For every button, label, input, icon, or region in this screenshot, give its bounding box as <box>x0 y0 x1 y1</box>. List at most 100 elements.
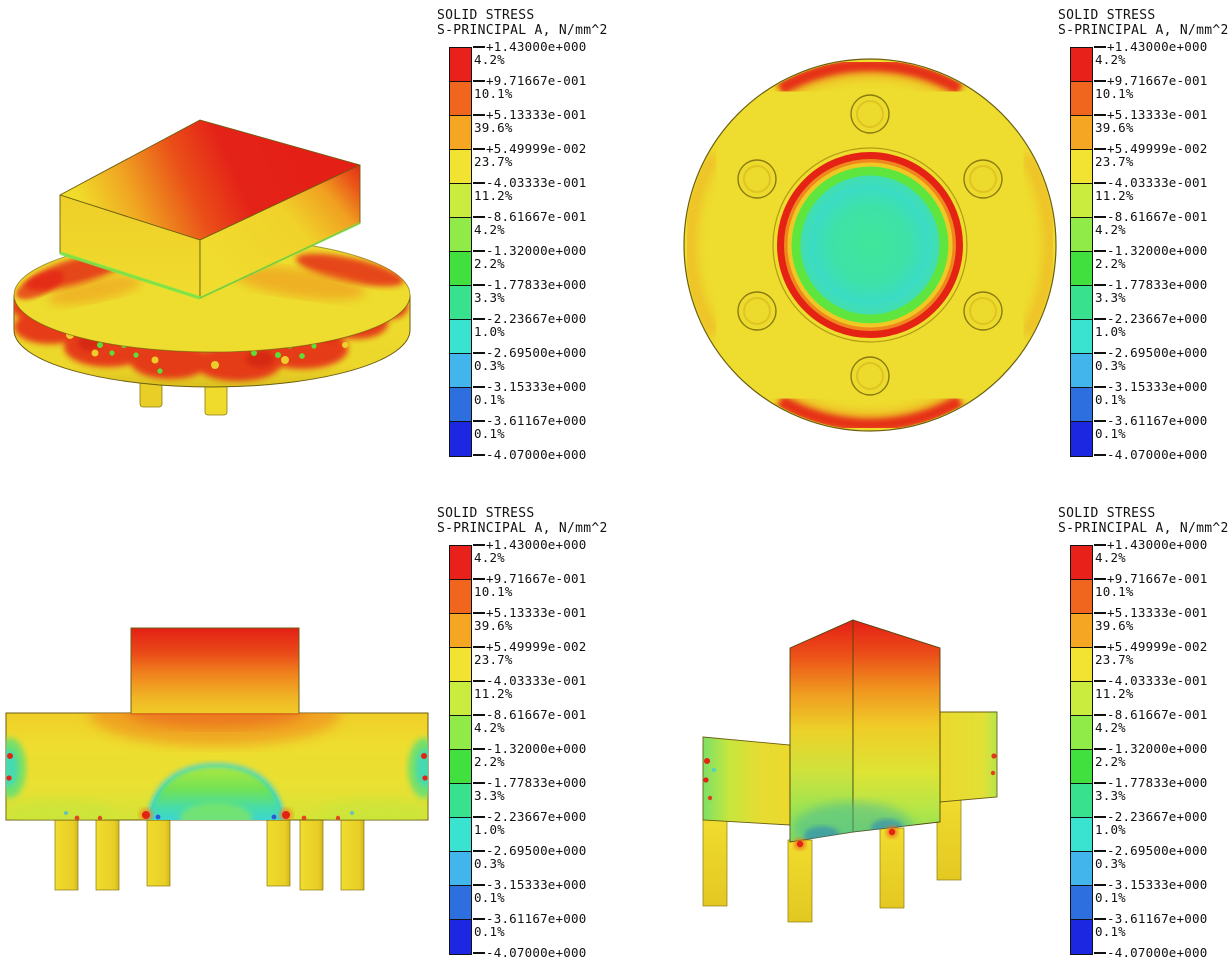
legend-boundary-value: -3.61167e+000 <box>486 911 587 926</box>
legend-band-3 <box>450 116 471 150</box>
legend-band-8 <box>1071 784 1092 818</box>
legend-boundary-value: +9.71667e-001 <box>486 571 587 586</box>
legend-band-6 <box>1071 716 1092 750</box>
legend-band-4 <box>1071 648 1092 682</box>
legend-tick <box>1094 182 1106 184</box>
legend-boundary-value: +1.43000e+000 <box>1107 39 1208 54</box>
legend-tick <box>473 782 485 784</box>
legend-band-percent: 4.2% <box>1095 52 1126 67</box>
side-legs <box>702 795 962 923</box>
legend-band-7 <box>450 252 471 286</box>
legend-tick <box>473 250 485 252</box>
legend-title-line2: S-PRINCIPAL A, N/mm^2 <box>1058 521 1228 536</box>
legend-band-percent: 1.0% <box>474 324 505 339</box>
legend-tick <box>1094 850 1106 852</box>
legend-band-4 <box>450 648 471 682</box>
legend-title-line2: S-PRINCIPAL A, N/mm^2 <box>1058 23 1228 38</box>
legend-tick <box>1094 114 1106 116</box>
legend-band-5 <box>1071 184 1092 218</box>
legend-band-percent: 4.2% <box>1095 720 1126 735</box>
legend-tick <box>473 850 485 852</box>
legend-boundary-value: -1.32000e+000 <box>486 741 587 756</box>
legend-color-bar <box>449 545 472 955</box>
legend-tick <box>1094 782 1106 784</box>
legend-tick <box>473 680 485 682</box>
legend-band-percent: 0.3% <box>1095 358 1126 373</box>
legend-band-11 <box>1071 886 1092 920</box>
legend-boundary-value: +1.43000e+000 <box>486 537 587 552</box>
legend-band-5 <box>450 682 471 716</box>
legend-boundary-value: -4.07000e+000 <box>486 447 587 462</box>
legend-band-10 <box>1071 354 1092 388</box>
legend-boundary-value: -2.23667e+000 <box>1107 809 1208 824</box>
legend-band-11 <box>450 886 471 920</box>
legend-boundary-value: -3.15333e+000 <box>486 379 587 394</box>
section-bore-dome <box>148 765 284 820</box>
legend-boundary-value: -2.23667e+000 <box>1107 311 1208 326</box>
legend-band-percent: 10.1% <box>1095 86 1134 101</box>
right-wing <box>939 711 998 803</box>
leg <box>787 839 813 923</box>
legend-tick <box>473 816 485 818</box>
view-plan-model <box>683 58 1057 432</box>
legend-band-2 <box>1071 82 1092 116</box>
legend-tick <box>473 182 485 184</box>
legend-band-percent: 4.2% <box>1095 222 1126 237</box>
legend-band-12 <box>1071 422 1092 456</box>
legend-band-8 <box>450 784 471 818</box>
legend-tick <box>1094 250 1106 252</box>
legend-band-7 <box>1071 252 1092 286</box>
leg <box>54 819 79 891</box>
legend-band-percent: 23.7% <box>474 652 513 667</box>
leg <box>299 819 324 891</box>
legend-band-percent: 11.2% <box>1095 686 1134 701</box>
legend-title-line1: SOLID STRESS <box>1058 8 1156 23</box>
legend-boundary-value: -3.61167e+000 <box>486 413 587 428</box>
legend-tick <box>1094 284 1106 286</box>
legend-boundary-value: +5.13333e-001 <box>1107 605 1208 620</box>
legend-tick <box>1094 680 1106 682</box>
legend-tick <box>1094 816 1106 818</box>
legend-tick <box>473 748 485 750</box>
section-stress-field <box>6 713 428 820</box>
legend-band-2 <box>450 82 471 116</box>
legend-tick <box>1094 952 1106 954</box>
legend-boundary-value: -2.23667e+000 <box>486 311 587 326</box>
legend-boundary-value: -3.61167e+000 <box>1107 413 1208 428</box>
legend-band-10 <box>450 852 471 886</box>
legend-boundary-value: +5.13333e-001 <box>1107 107 1208 122</box>
legend-boundary-value: +9.71667e-001 <box>486 73 587 88</box>
legend-boundary-value: -1.32000e+000 <box>1107 741 1208 756</box>
legend-band-percent: 2.2% <box>1095 754 1126 769</box>
legend-tick <box>473 114 485 116</box>
section-boss-block <box>130 627 300 715</box>
legend-boundary-value: -2.23667e+000 <box>486 809 587 824</box>
legend-band-3 <box>1071 614 1092 648</box>
legend-tick <box>1094 884 1106 886</box>
legend-band-percent: 3.3% <box>474 290 505 305</box>
legend-boundary-value: -4.07000e+000 <box>486 945 587 960</box>
leg <box>936 795 962 881</box>
legend-boundary-value: -8.61667e-001 <box>1107 209 1208 224</box>
legend-boundary-value: +5.13333e-001 <box>486 107 587 122</box>
legend-boundary-value: -4.03333e-001 <box>486 673 587 688</box>
legend-band-percent: 39.6% <box>1095 618 1134 633</box>
leg <box>879 827 905 909</box>
legend-band-percent: 11.2% <box>474 686 513 701</box>
section-legs <box>54 819 365 891</box>
legend-tick <box>1094 918 1106 920</box>
legend-boundary-value: -2.69500e+000 <box>486 345 587 360</box>
leg <box>146 819 171 887</box>
legend-band-12 <box>450 422 471 456</box>
legend-boundary-value: -1.77833e+000 <box>486 277 587 292</box>
legend-band-5 <box>450 184 471 218</box>
legend-boundary-value: -2.69500e+000 <box>486 843 587 858</box>
legend-boundary-value: -8.61667e-001 <box>486 209 587 224</box>
legend-tick <box>1094 748 1106 750</box>
legend-tick <box>473 578 485 580</box>
legend-band-percent: 4.2% <box>474 52 505 67</box>
legend-band-11 <box>450 388 471 422</box>
legend-tick <box>473 148 485 150</box>
legend-tick <box>1094 352 1106 354</box>
legend-title-line1: SOLID STRESS <box>437 8 535 23</box>
